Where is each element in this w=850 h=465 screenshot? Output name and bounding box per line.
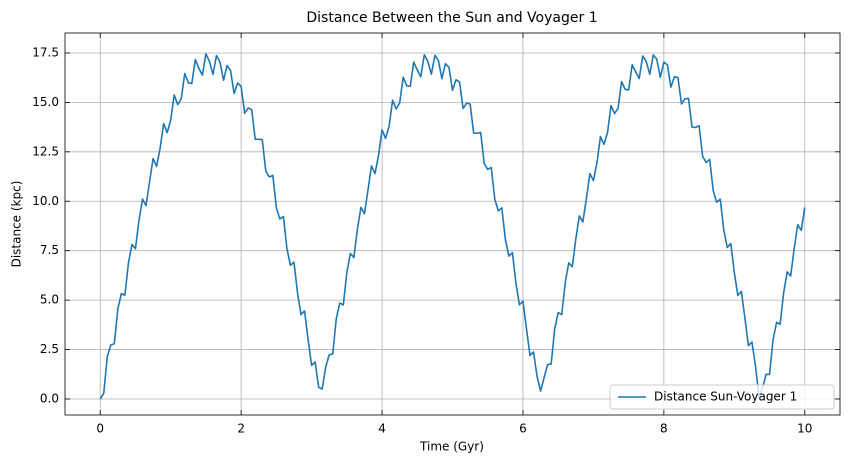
plot-frame — [64, 32, 841, 416]
chart-title: Distance Between the Sun and Voyager 1 — [306, 10, 597, 26]
x-tick-label: 2 — [237, 422, 245, 436]
x-tick-label: 6 — [519, 422, 527, 436]
legend-box — [609, 384, 835, 410]
x-tick-label: 10 — [797, 422, 812, 436]
x-tick-label: 8 — [660, 422, 668, 436]
legend-label: Distance Sun-Voyager 1 — [654, 390, 797, 404]
x-tick-label: 4 — [378, 422, 386, 436]
y-tick-label: 15.0 — [32, 95, 59, 109]
legend: Distance Sun-Voyager 1 — [609, 384, 835, 410]
y-tick-label: 2.5 — [40, 342, 59, 356]
y-tick-label: 12.5 — [32, 144, 59, 158]
y-tick-label: 0.0 — [40, 391, 59, 405]
x-tick-label: 0 — [96, 422, 104, 436]
x-axis-label: Time (Gyr) — [419, 440, 484, 454]
y-tick-label: 7.5 — [40, 243, 59, 257]
y-tick-label: 10.0 — [32, 194, 59, 208]
y-tick-label: 5.0 — [40, 293, 59, 307]
y-axis-label: Distance (kpc) — [10, 181, 24, 268]
data-line — [99, 52, 806, 400]
y-tick-label: 17.5 — [32, 45, 59, 59]
